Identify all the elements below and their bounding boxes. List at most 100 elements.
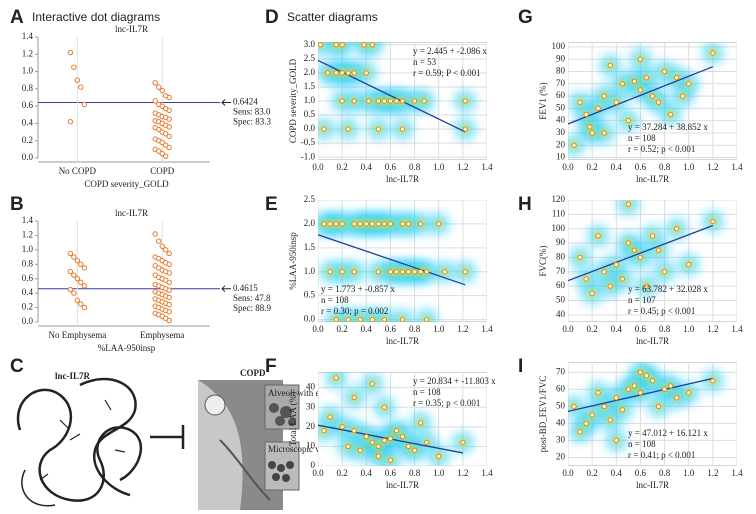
inset-label: Alveoli with emphysema [268, 388, 358, 398]
stat-r: r = 0.41; p < 0.001 [628, 450, 695, 460]
point [399, 126, 406, 132]
point [399, 316, 406, 322]
y-tick-label: 10 [306, 440, 316, 450]
regression-line [568, 66, 714, 125]
y-tick-label: 1.0 [22, 66, 34, 76]
point [361, 42, 367, 48]
point [583, 111, 589, 118]
dot [159, 87, 165, 94]
point [673, 74, 680, 81]
gene-label: lnc-IL7R [55, 371, 91, 381]
point [625, 201, 632, 207]
dot [156, 148, 162, 154]
x-tick-label: 0.8 [659, 324, 671, 334]
y-tick-label: 3.0 [304, 39, 316, 49]
cutoff-label: 0.6424 [233, 97, 258, 107]
y-tick-label: 2.5 [304, 194, 316, 204]
y-tick-label: 0.5 [304, 109, 316, 119]
point [411, 447, 418, 453]
plot-title: lnc-IL7R [115, 208, 148, 218]
stat-n: n = 53 [413, 57, 437, 67]
point [710, 218, 716, 225]
x-tick-label: 1.4 [481, 162, 493, 172]
panel-label: D [265, 7, 279, 28]
y-tick-label: 1.4 [22, 31, 34, 41]
dot [78, 261, 84, 267]
dot [166, 287, 172, 293]
dot [163, 247, 169, 253]
y-axis-label: Total LAA (%) [288, 392, 298, 446]
point [333, 70, 339, 76]
point [369, 316, 375, 322]
y-axis-label: post-BD_FEV1/FVC [538, 376, 548, 453]
plot-area [568, 42, 737, 160]
point [589, 130, 595, 136]
point [351, 98, 357, 104]
stat-n: n = 108 [413, 387, 441, 397]
x-tick-label: 0.8 [659, 468, 671, 478]
point [327, 414, 333, 420]
dot [152, 231, 158, 237]
point [649, 233, 656, 239]
point [411, 269, 418, 275]
point [655, 247, 662, 253]
x-tick-label: 0.6 [385, 468, 397, 478]
point [333, 221, 339, 227]
y-tick-label: 100 [552, 41, 566, 51]
point [649, 378, 656, 384]
plot-area [568, 200, 737, 322]
x-tick-label: 1.0 [683, 468, 695, 478]
x-tick-label: 0.0 [312, 324, 324, 334]
point [686, 390, 692, 396]
point [393, 269, 400, 275]
dot [78, 301, 84, 307]
dot [71, 272, 77, 278]
panel-label: E [265, 194, 278, 215]
x-tick-label: 1.2 [457, 468, 468, 478]
y-axis-label: FVC(%) [538, 245, 548, 276]
inhibition-symbol [150, 425, 185, 449]
x-tick-label: COPD [150, 166, 175, 176]
y-tick-label: 0.6 [22, 273, 34, 283]
point [357, 447, 363, 453]
point [375, 443, 382, 450]
point [619, 276, 625, 282]
y-tick-label: 70 [556, 78, 566, 88]
x-axis-label: lnc-IL7R [386, 174, 419, 184]
point [436, 221, 442, 227]
x-tick-label: 0.4 [361, 162, 373, 172]
stat-equation: y = 63.782 + 32.028 x [628, 284, 708, 294]
x-tick-label: 1.2 [457, 324, 468, 334]
point [339, 42, 345, 48]
stat-equation: y = 47.012 + 16.121 x [628, 428, 708, 438]
dot [166, 317, 172, 324]
x-tick-label: 0.6 [635, 468, 647, 478]
point [345, 70, 351, 76]
x-axis-label: lnc-IL7R [386, 480, 419, 490]
x-tick-label: 0.2 [337, 162, 348, 172]
x-tick-label: 1.0 [433, 162, 445, 172]
point [345, 316, 351, 322]
x-tick-label: 0.2 [337, 468, 348, 478]
point [381, 98, 388, 104]
point [462, 98, 468, 104]
x-tick-label: 0.0 [562, 324, 574, 334]
point [619, 407, 625, 413]
dot [159, 150, 165, 157]
point [387, 269, 394, 275]
dot [156, 238, 162, 244]
point [351, 70, 357, 76]
point [381, 437, 388, 444]
y-tick-label: 110 [552, 208, 566, 218]
rna-illustration [16, 377, 142, 507]
point [387, 435, 394, 442]
y-tick-label: 50 [556, 400, 566, 410]
point [601, 130, 607, 136]
point [601, 93, 607, 99]
y-tick-label: 60 [556, 280, 566, 290]
point [399, 98, 406, 104]
panel-label: F [265, 356, 277, 377]
dot [166, 124, 172, 130]
point [339, 424, 345, 430]
point [327, 221, 333, 227]
